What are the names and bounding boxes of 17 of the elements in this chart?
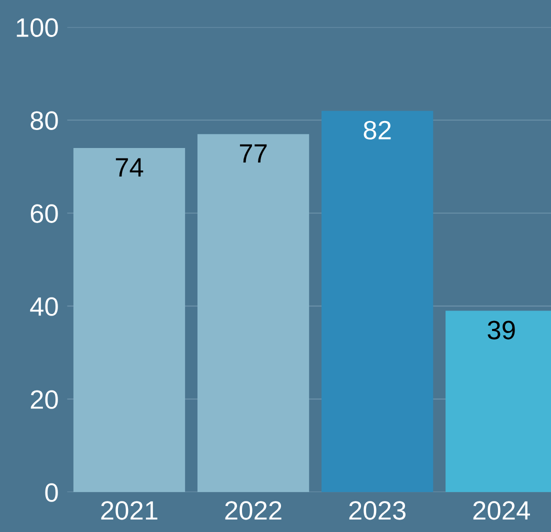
data-label: 39 <box>488 320 515 340</box>
bar <box>73 148 186 492</box>
y-tick-label: 80 <box>30 111 58 130</box>
y-tick-label: 60 <box>30 204 58 223</box>
data-label: 74 <box>116 158 144 176</box>
x-tick-label: 2022 <box>225 501 282 520</box>
x-tick-label: 2021 <box>101 501 158 520</box>
x-tick-label: 2024 <box>473 501 530 520</box>
bar <box>322 110 434 492</box>
y-tick-label: 0 <box>45 483 58 502</box>
data-label: 77 <box>240 144 267 162</box>
x-tick-label: 2023 <box>349 501 406 520</box>
bar <box>197 134 310 492</box>
y-tick-label: 20 <box>30 390 58 409</box>
y-tick-label: 100 <box>16 18 58 37</box>
data-label: 82 <box>364 120 391 140</box>
y-tick-label: 40 <box>30 297 58 316</box>
